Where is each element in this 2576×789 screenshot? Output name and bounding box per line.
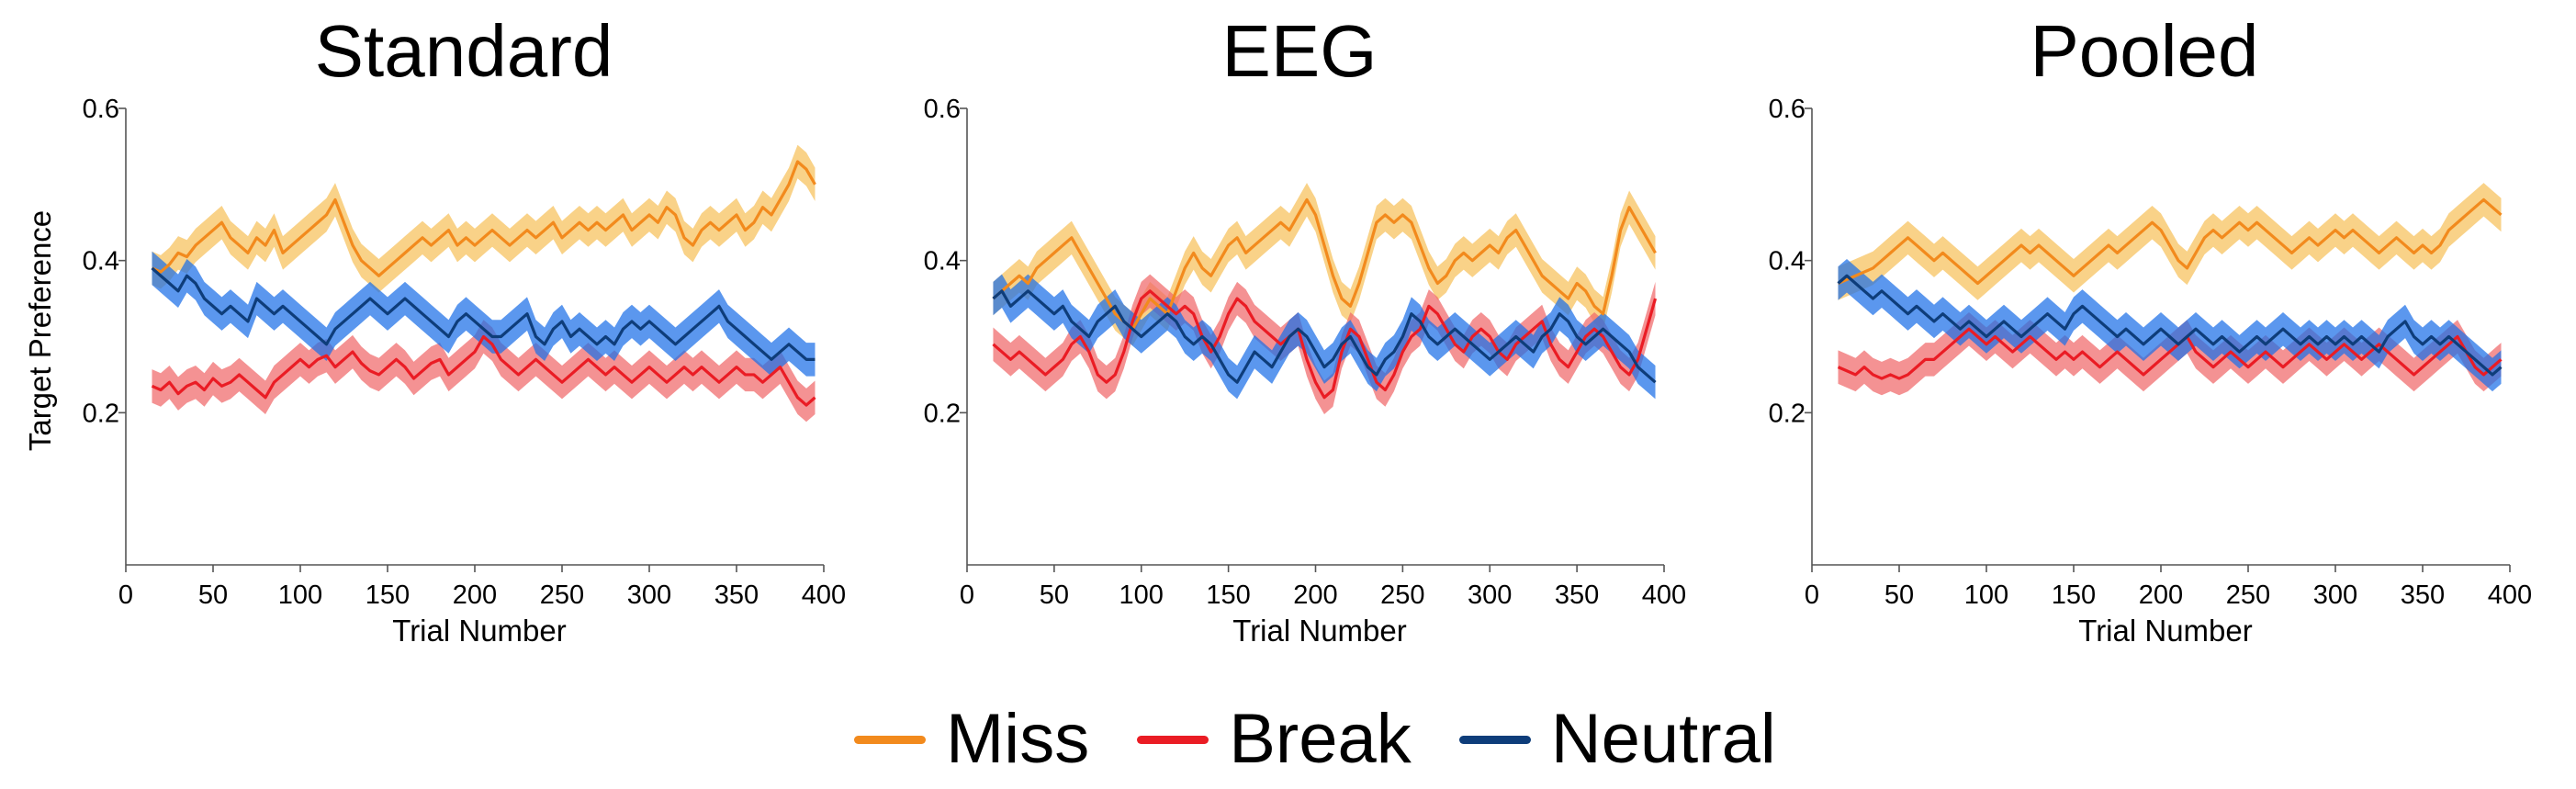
x-tick-label: 50 (1884, 580, 1914, 610)
panel-pooled: 0 50 100 150 200 250 300 350 400 0.2 0.4 0.6 (1769, 95, 2533, 610)
x-tick-label: 350 (2401, 580, 2445, 610)
x-tick-label: 150 (366, 580, 410, 610)
x-axis-label-standard: Trial Number (392, 614, 567, 648)
x-tick-label: 400 (1642, 580, 1686, 610)
x-tick-label: 200 (2139, 580, 2183, 610)
band-neutral (152, 251, 816, 377)
legend-label-miss: Miss (946, 700, 1090, 778)
x-tick-label: 150 (2052, 580, 2096, 610)
series-line-neutral (992, 289, 1657, 384)
legend-swatch-miss (854, 735, 926, 744)
series-line-miss (1837, 197, 2503, 286)
x-axis-label-eeg: Trial Number (1232, 614, 1407, 648)
series-line-break (151, 334, 816, 407)
legend-item-break: Break (1137, 704, 1412, 774)
x-tick-label: 100 (1964, 580, 2008, 610)
legend-swatch-neutral (1458, 735, 1531, 744)
series-line-break (992, 289, 1658, 400)
x-tick-label: 0 (118, 580, 133, 610)
x-tick-label: 350 (1555, 580, 1599, 610)
series-line-miss (992, 197, 1657, 331)
y-tick-label: 0.6 (924, 95, 961, 124)
x-tick-label: 50 (198, 580, 228, 610)
band-neutral (1838, 259, 2502, 392)
y-tick-label: 0.4 (1769, 247, 1805, 276)
panel-title-standard: Standard (314, 10, 613, 92)
y-tick-label: 0.4 (924, 247, 961, 276)
x-tick-label: 250 (2226, 580, 2270, 610)
x-tick-label: 50 (1040, 580, 1069, 610)
legend-swatch-break (1137, 735, 1209, 744)
x-tick-label: 0 (960, 580, 974, 610)
y-tick-label: 0.2 (1769, 399, 1805, 428)
series-line-miss (151, 160, 816, 277)
x-axis-label-pooled: Trial Number (2078, 614, 2253, 648)
x-tick-label: 300 (1468, 580, 1512, 610)
panel-title-eeg: EEG (1221, 10, 1378, 92)
y-tick-label: 0.4 (83, 247, 119, 276)
y-tick-label: 0.2 (83, 399, 119, 428)
x-tick-label: 250 (540, 580, 584, 610)
legend: Miss Break Neutral (854, 698, 1824, 781)
legend-label-neutral: Neutral (1550, 700, 1776, 778)
panel-eeg: 0 50 100 150 200 250 300 350 400 0.2 0.4 0.6 (924, 95, 1687, 610)
x-tick-label: 100 (278, 580, 322, 610)
panel-title-pooled: Pooled (2030, 10, 2259, 92)
x-tick-label: 400 (2488, 580, 2532, 610)
x-tick-label: 300 (2313, 580, 2357, 610)
x-tick-label: 0 (1805, 580, 1819, 610)
legend-label-break: Break (1229, 700, 1412, 778)
x-tick-label: 400 (802, 580, 846, 610)
y-tick-label: 0.2 (924, 399, 961, 428)
band-miss (152, 144, 816, 293)
x-tick-label: 250 (1380, 580, 1424, 610)
band-miss (1838, 183, 2502, 300)
series-line-neutral (151, 266, 816, 361)
series-line-break (1837, 327, 2503, 380)
y-tick-label: 0.6 (1769, 95, 1805, 124)
legend-item-neutral: Neutral (1458, 700, 1776, 778)
x-tick-label: 200 (1293, 580, 1337, 610)
panel-standard: 0 50 100 150 200 250 300 350 400 0.2 0.4 0.6 (83, 95, 847, 610)
x-tick-label: 350 (714, 580, 759, 610)
x-tick-label: 100 (1119, 580, 1164, 610)
x-tick-label: 300 (627, 580, 671, 610)
x-tick-label: 200 (453, 580, 497, 610)
x-tick-label: 150 (1206, 580, 1250, 610)
y-tick-label: 0.6 (83, 95, 119, 124)
legend-item-miss: Miss (854, 704, 1089, 774)
series-line-neutral (1837, 274, 2503, 377)
